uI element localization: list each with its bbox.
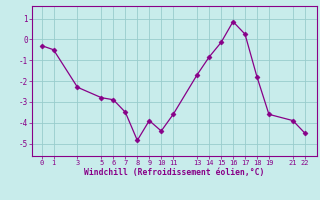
X-axis label: Windchill (Refroidissement éolien,°C): Windchill (Refroidissement éolien,°C) <box>84 168 265 177</box>
